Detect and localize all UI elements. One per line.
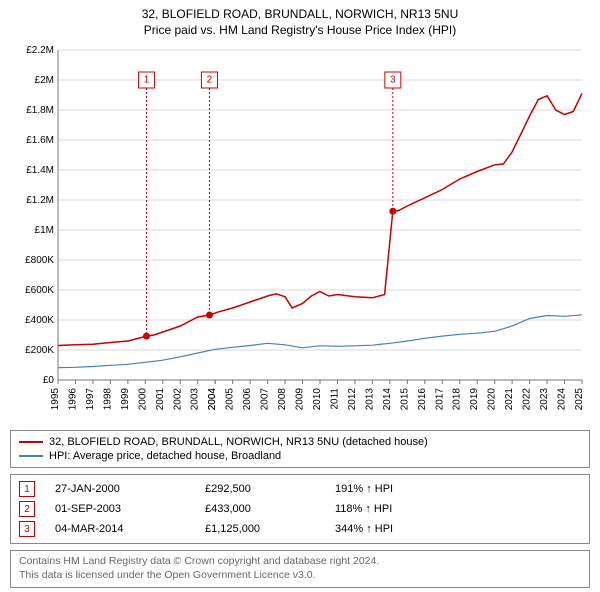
event-date: 01-SEP-2003	[55, 503, 205, 515]
attribution-line2: This data is licensed under the Open Gov…	[19, 569, 581, 583]
svg-text:2001: 2001	[155, 388, 166, 411]
event-row: 1 27-JAN-2000£292,500191% ↑ HPI	[19, 479, 581, 499]
svg-text:2008: 2008	[277, 388, 288, 411]
svg-text:2023: 2023	[539, 388, 550, 411]
svg-text:2007: 2007	[260, 388, 271, 411]
event-row: 2 01-SEP-2003£433,000118% ↑ HPI	[19, 499, 581, 519]
legend-swatch	[19, 441, 43, 443]
event-hpi-pct: 118% ↑ HPI	[335, 503, 581, 515]
svg-text:1999: 1999	[120, 388, 131, 411]
svg-text:2024: 2024	[557, 388, 568, 411]
svg-text:2004: 2004	[207, 388, 218, 411]
sale-events-table: 1 27-JAN-2000£292,500191% ↑ HPI 2 01-SEP-20…	[10, 474, 590, 544]
event-price: £1,125,000	[205, 523, 335, 535]
attribution: Contains HM Land Registry data © Crown c…	[10, 550, 590, 587]
legend-swatch	[19, 455, 43, 457]
svg-text:2014: 2014	[382, 388, 393, 411]
svg-text:2017: 2017	[434, 388, 445, 411]
svg-text:£800K: £800K	[25, 255, 54, 266]
event-number-badge: 1	[19, 481, 35, 497]
event-number-badge: 2	[19, 501, 35, 517]
svg-text:£2.2M: £2.2M	[26, 45, 54, 56]
event-price: £433,000	[205, 503, 335, 515]
svg-text:1998: 1998	[102, 388, 113, 411]
svg-text:1: 1	[144, 75, 150, 86]
event-date: 27-JAN-2000	[55, 483, 205, 495]
svg-text:2003: 2003	[190, 388, 201, 411]
line-chart-svg: £0 £200K £400K £600K £800K £1M £1.2M £1.4M £1.6M…	[10, 44, 590, 424]
svg-text:2019: 2019	[469, 388, 480, 411]
chart-title-line2: Price paid vs. HM Land Registry's House …	[10, 22, 590, 38]
event-hpi-pct: 191% ↑ HPI	[335, 483, 581, 495]
svg-text:£1.4M: £1.4M	[26, 165, 54, 176]
event-price: £292,500	[205, 483, 335, 495]
svg-text:2020: 2020	[487, 388, 498, 411]
event-number-badge: 3	[19, 521, 35, 537]
svg-text:2000: 2000	[137, 388, 148, 411]
svg-text:2009: 2009	[295, 388, 306, 411]
legend-label: 32, BLOFIELD ROAD, BRUNDALL, NORWICH, NR…	[49, 436, 428, 448]
legend-label: HPI: Average price, detached house, Broa…	[49, 450, 281, 462]
svg-text:£200K: £200K	[25, 345, 54, 356]
legend-item: HPI: Average price, detached house, Broa…	[19, 449, 581, 463]
svg-text:2021: 2021	[504, 388, 515, 411]
svg-text:2013: 2013	[364, 388, 375, 411]
svg-text:3: 3	[390, 75, 396, 86]
svg-text:2025: 2025	[574, 388, 585, 411]
svg-text:2002: 2002	[172, 388, 183, 411]
svg-text:1997: 1997	[85, 388, 96, 411]
svg-text:2018: 2018	[452, 388, 463, 411]
legend: 32, BLOFIELD ROAD, BRUNDALL, NORWICH, NR…	[10, 430, 590, 468]
svg-text:£1.2M: £1.2M	[26, 195, 54, 206]
svg-text:2010: 2010	[312, 388, 323, 411]
svg-text:2022: 2022	[522, 388, 533, 411]
event-row: 3 04-MAR-2014£1,125,000344% ↑ HPI	[19, 519, 581, 539]
svg-text:£600K: £600K	[25, 285, 54, 296]
legend-item: 32, BLOFIELD ROAD, BRUNDALL, NORWICH, NR…	[19, 435, 581, 449]
svg-text:2015: 2015	[399, 388, 410, 411]
svg-text:£1.6M: £1.6M	[26, 135, 54, 146]
svg-text:2006: 2006	[242, 388, 253, 411]
svg-text:£0: £0	[43, 375, 55, 386]
event-date: 04-MAR-2014	[55, 523, 205, 535]
svg-text:2012: 2012	[347, 388, 358, 411]
svg-text:2016: 2016	[417, 388, 428, 411]
svg-text:£1.8M: £1.8M	[26, 105, 54, 116]
svg-text:1995: 1995	[50, 388, 61, 411]
svg-text:£1M: £1M	[35, 225, 54, 236]
svg-text:£400K: £400K	[25, 315, 54, 326]
svg-text:£2M: £2M	[35, 75, 54, 86]
event-hpi-pct: 344% ↑ HPI	[335, 523, 581, 535]
svg-text:2: 2	[207, 75, 213, 86]
svg-text:2011: 2011	[329, 388, 340, 410]
svg-text:2005: 2005	[225, 388, 236, 411]
chart-area: £0 £200K £400K £600K £800K £1M £1.2M £1.4M £1.6M…	[10, 44, 590, 424]
svg-text:1996: 1996	[67, 388, 78, 411]
attribution-line1: Contains HM Land Registry data © Crown c…	[19, 555, 581, 569]
chart-title-line1: 32, BLOFIELD ROAD, BRUNDALL, NORWICH, NR…	[10, 6, 590, 22]
